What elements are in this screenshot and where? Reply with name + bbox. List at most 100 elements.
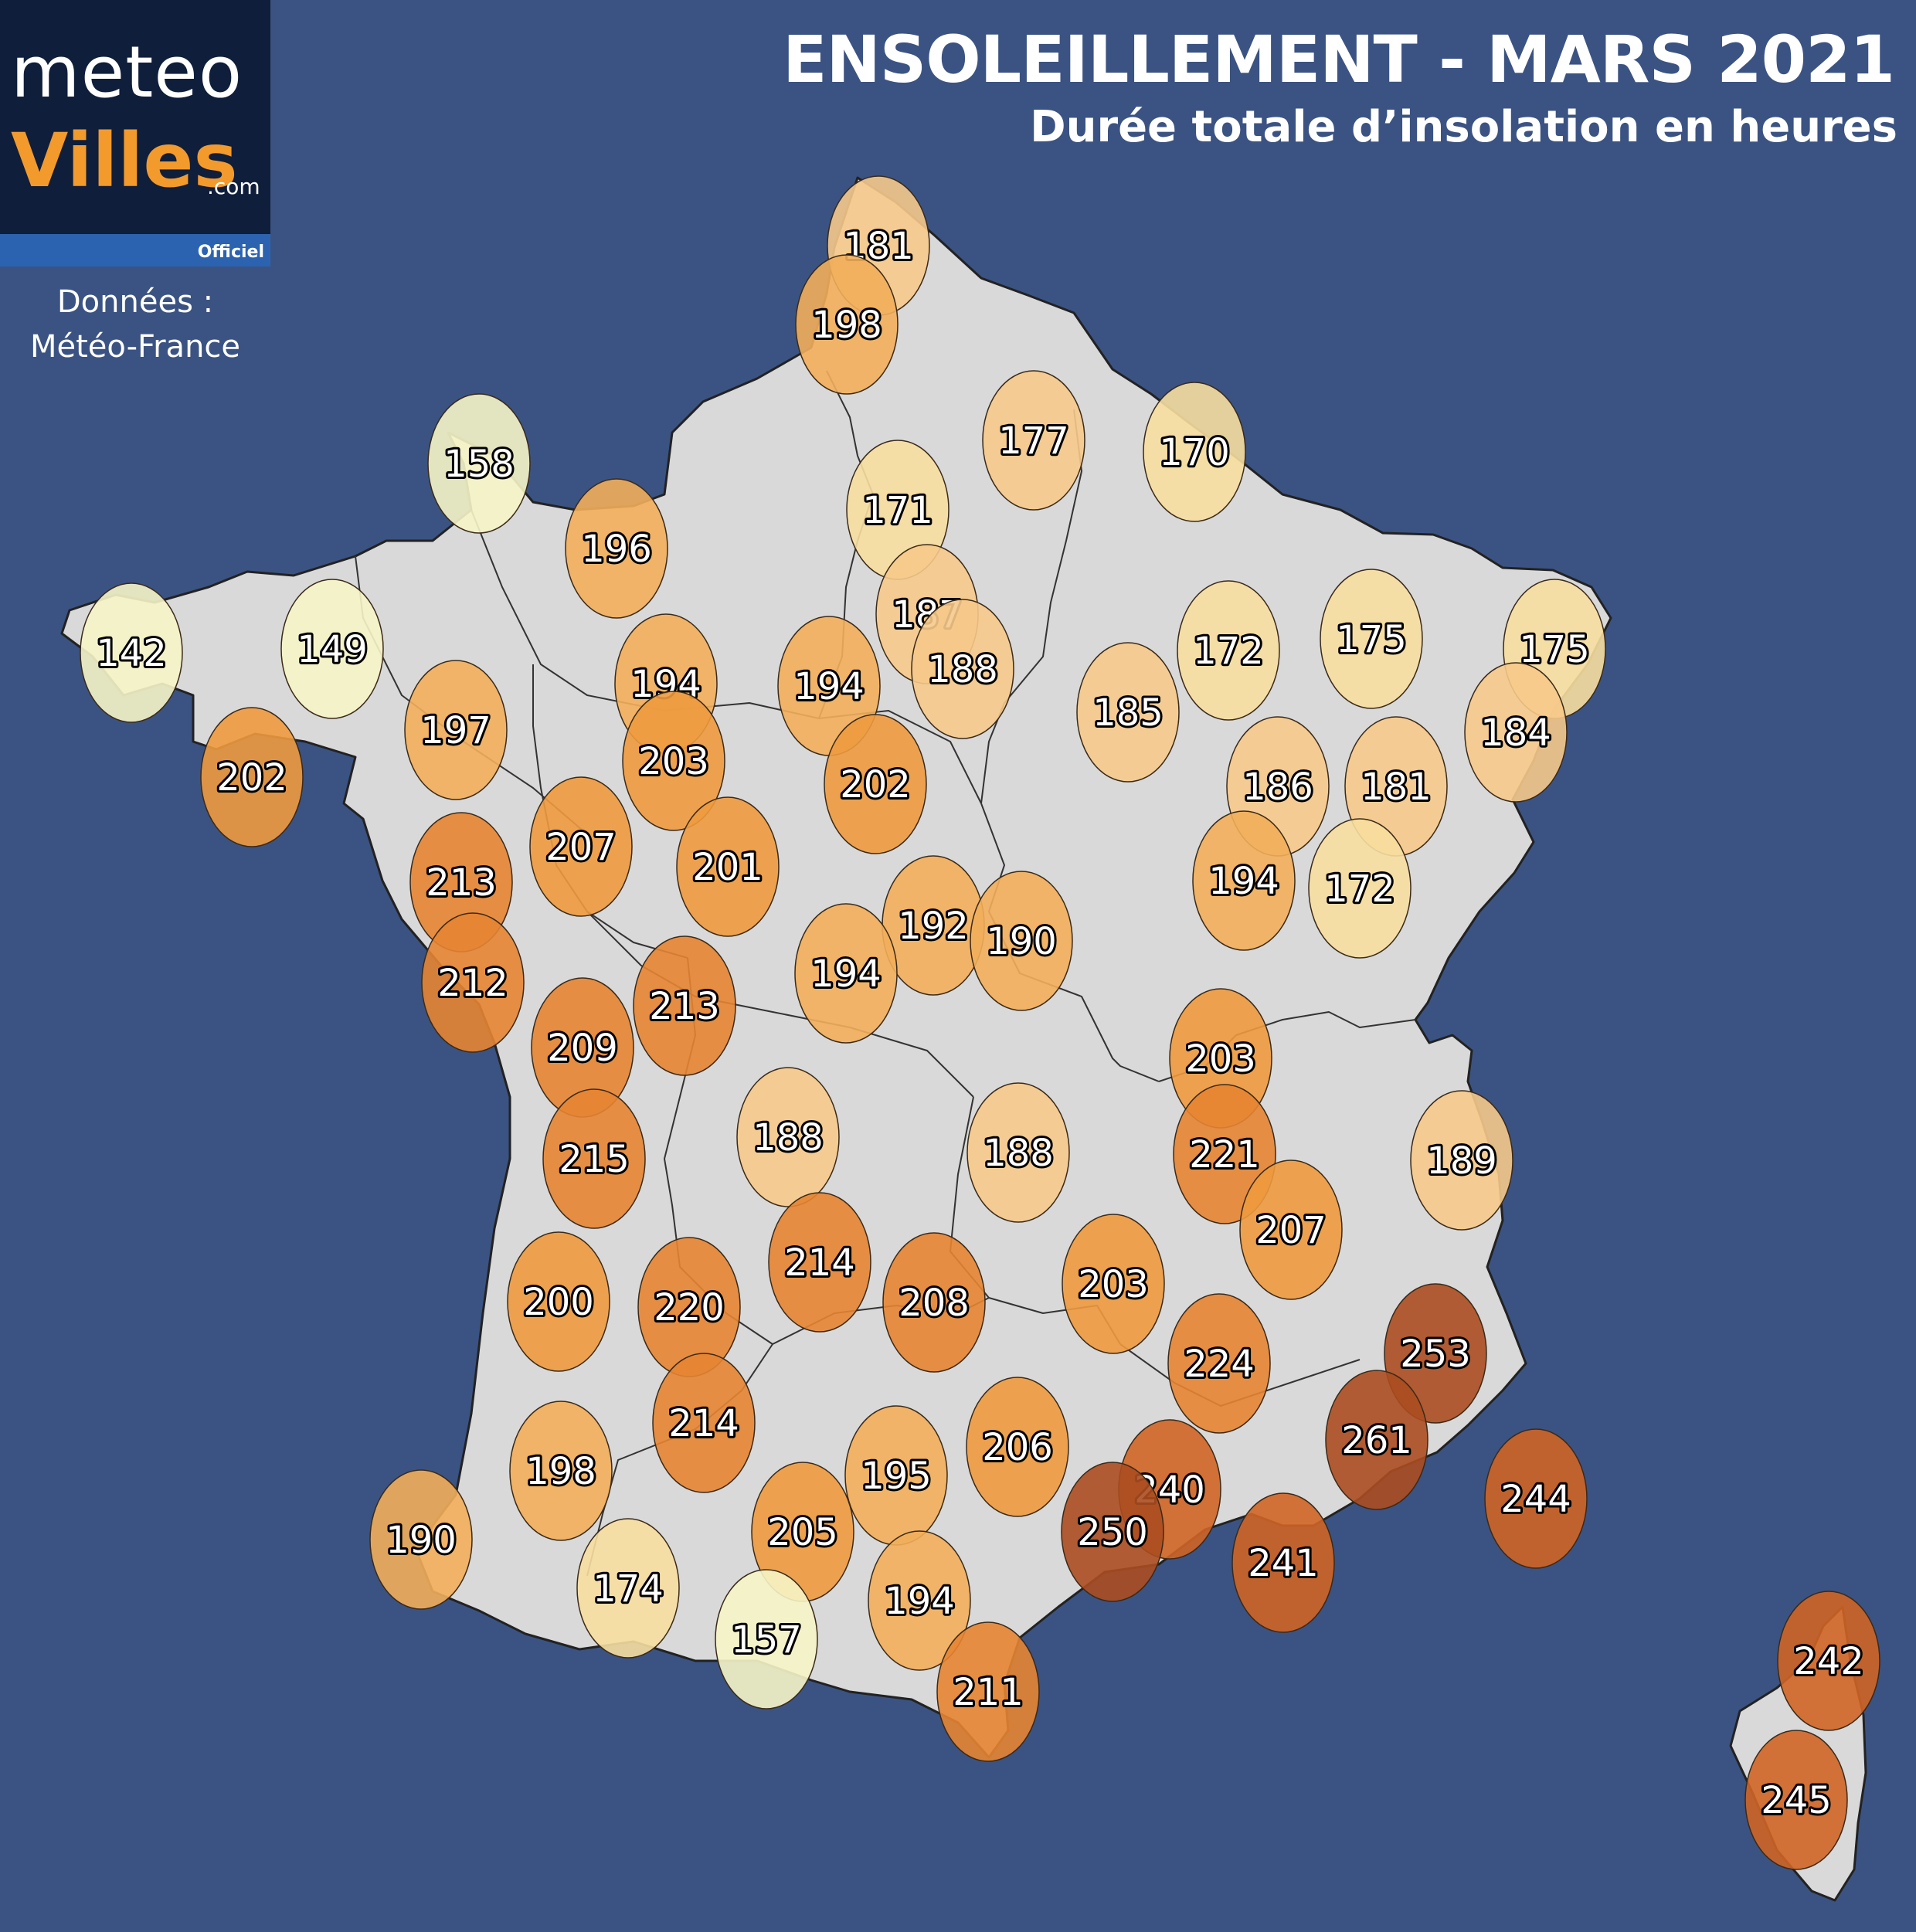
station-bubble bbox=[794, 903, 898, 1044]
station-bubble bbox=[529, 776, 633, 917]
station-value: 170 bbox=[1159, 431, 1230, 474]
station-marker: 207 bbox=[1239, 1160, 1343, 1300]
station-value: 192 bbox=[898, 905, 969, 948]
station-bubble bbox=[966, 1082, 1070, 1223]
station-value: 203 bbox=[1078, 1263, 1149, 1306]
station-value: 202 bbox=[216, 756, 287, 800]
station-marker: 172 bbox=[1177, 580, 1280, 721]
station-value: 177 bbox=[998, 419, 1069, 463]
station-value: 201 bbox=[692, 846, 763, 889]
logo-text-villes: Villes bbox=[11, 117, 238, 204]
station-bubble bbox=[542, 1088, 646, 1229]
station-marker: 189 bbox=[1410, 1090, 1513, 1231]
station-bubble bbox=[795, 254, 899, 395]
station-value: 190 bbox=[986, 920, 1057, 963]
station-value: 208 bbox=[899, 1282, 970, 1325]
station-marker: 197 bbox=[404, 660, 508, 800]
station-marker: 192 bbox=[882, 855, 985, 996]
station-marker: 188 bbox=[736, 1067, 840, 1207]
station-bubble bbox=[1143, 382, 1246, 522]
station-value: 261 bbox=[1341, 1419, 1412, 1462]
station-marker: 200 bbox=[507, 1231, 610, 1372]
station-bubble bbox=[1239, 1160, 1343, 1300]
station-value: 198 bbox=[811, 304, 882, 347]
station-marker: 184 bbox=[1464, 662, 1568, 803]
station-value: 221 bbox=[1189, 1133, 1260, 1177]
station-value: 198 bbox=[525, 1450, 596, 1493]
station-marker: 175 bbox=[1320, 569, 1423, 709]
station-bubble bbox=[200, 707, 304, 847]
station-value: 188 bbox=[927, 648, 998, 691]
station-value: 184 bbox=[1480, 711, 1551, 755]
logo-text-meteo: meteo bbox=[11, 31, 243, 114]
station-marker: 201 bbox=[676, 796, 780, 937]
station-marker: 245 bbox=[1744, 1730, 1848, 1870]
station-marker: 177 bbox=[982, 370, 1085, 511]
station-bubble bbox=[676, 796, 780, 937]
station-marker: 211 bbox=[936, 1621, 1040, 1762]
station-bubble bbox=[1484, 1428, 1588, 1569]
station-value: 245 bbox=[1761, 1779, 1832, 1822]
source-line-2: Météo-France bbox=[29, 329, 241, 365]
station-marker: 188 bbox=[911, 599, 1014, 739]
station-value: 188 bbox=[752, 1116, 824, 1160]
station-value: 214 bbox=[668, 1402, 739, 1445]
station-value: 196 bbox=[581, 528, 652, 571]
station-value: 203 bbox=[1185, 1037, 1256, 1081]
station-value: 207 bbox=[545, 826, 617, 869]
station-marker: 241 bbox=[1231, 1492, 1335, 1633]
station-marker: 198 bbox=[509, 1401, 613, 1541]
station-value: 186 bbox=[1242, 766, 1313, 809]
station-marker: 190 bbox=[369, 1469, 473, 1610]
station-value: 172 bbox=[1193, 630, 1264, 673]
station-marker: 170 bbox=[1143, 382, 1246, 522]
station-bubble bbox=[565, 478, 668, 619]
station-value: 185 bbox=[1092, 691, 1164, 735]
meteovilles-logo: meteo Villes .com Officiel bbox=[0, 0, 270, 267]
station-value: 213 bbox=[649, 985, 720, 1028]
station-value: 250 bbox=[1077, 1511, 1148, 1554]
station-marker: 158 bbox=[427, 393, 531, 534]
station-value: 253 bbox=[1400, 1333, 1471, 1376]
station-bubble bbox=[369, 1469, 473, 1610]
station-marker: 172 bbox=[1308, 818, 1412, 959]
station-marker: 203 bbox=[622, 691, 725, 831]
station-value: 214 bbox=[784, 1241, 855, 1285]
station-bubble bbox=[633, 935, 736, 1076]
station-bubble bbox=[80, 582, 183, 723]
station-value: 241 bbox=[1248, 1542, 1319, 1585]
station-marker: 195 bbox=[844, 1405, 948, 1546]
station-marker: 157 bbox=[715, 1569, 818, 1710]
station-marker: 190 bbox=[970, 871, 1073, 1011]
station-value: 194 bbox=[884, 1580, 955, 1623]
station-value: 213 bbox=[426, 861, 497, 905]
station-bubble bbox=[427, 393, 531, 534]
station-bubble bbox=[1464, 662, 1568, 803]
station-marker: 250 bbox=[1061, 1462, 1164, 1602]
station-marker: 174 bbox=[576, 1518, 680, 1659]
station-marker: 194 bbox=[1192, 810, 1296, 951]
source-line-1: Données : bbox=[56, 284, 214, 320]
station-marker: 142 bbox=[80, 582, 183, 723]
station-bubble bbox=[1062, 1214, 1165, 1354]
station-bubble bbox=[652, 1353, 756, 1493]
station-bubble bbox=[509, 1401, 613, 1541]
station-marker: 188 bbox=[966, 1082, 1070, 1223]
station-value: 195 bbox=[861, 1455, 932, 1498]
map-subtitle: Durée totale d’insolation en heures bbox=[1030, 102, 1897, 152]
station-value: 157 bbox=[731, 1618, 802, 1662]
station-bubble bbox=[1325, 1370, 1429, 1510]
station-marker: 202 bbox=[824, 714, 927, 854]
station-marker: 261 bbox=[1325, 1370, 1429, 1510]
region-border bbox=[586, 911, 974, 1098]
station-value: 242 bbox=[1793, 1640, 1864, 1683]
station-value: 172 bbox=[1324, 868, 1395, 911]
station-marker: 213 bbox=[633, 935, 736, 1076]
station-marker: 206 bbox=[966, 1377, 1069, 1517]
station-value: 175 bbox=[1519, 628, 1590, 671]
station-marker: 198 bbox=[795, 254, 899, 395]
station-value: 197 bbox=[420, 709, 491, 752]
station-bubble bbox=[1076, 642, 1180, 783]
